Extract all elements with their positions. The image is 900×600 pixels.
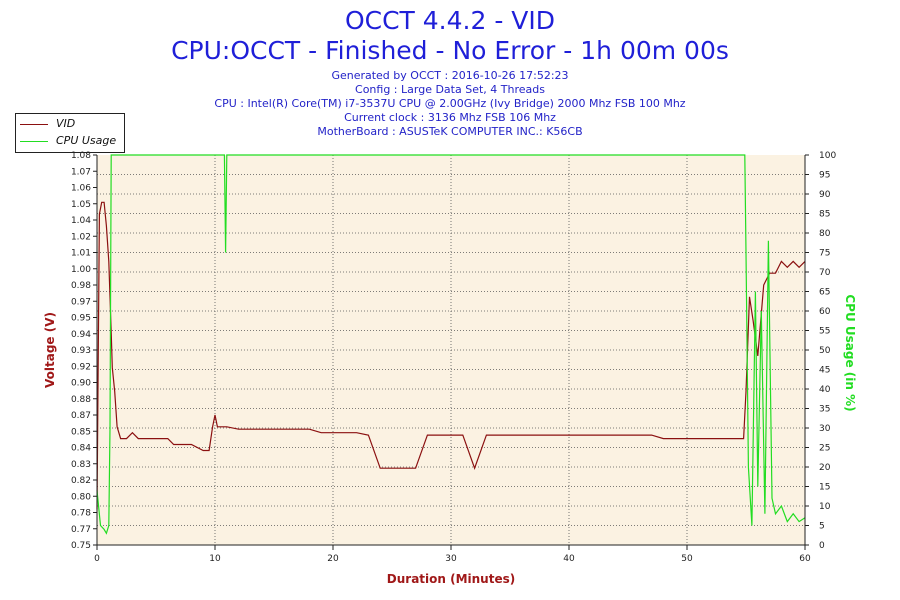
- info-line-cpu: CPU : Intel(R) Core(TM) i7-3537U CPU @ 2…: [214, 97, 686, 110]
- x-tick-label: 40: [563, 554, 575, 564]
- y-left-tick-label: 0.97: [71, 297, 91, 307]
- y-left-tick-label: 0.94: [71, 330, 91, 340]
- legend-item-vid: VID: [18, 116, 122, 132]
- y-left-tick-label: 0.83: [71, 460, 91, 470]
- y-right-tick-label: 10: [819, 502, 831, 512]
- y-right-tick-label: 45: [819, 366, 830, 376]
- y-right-tick-label: 85: [819, 210, 830, 220]
- y-left-tick-label: 1.08: [71, 151, 91, 161]
- y-left-tick-label: 0.85: [71, 427, 91, 437]
- y-left-tick-label: 0.82: [71, 476, 91, 486]
- y-right-tick-label: 95: [819, 171, 830, 181]
- chart-title: OCCT 4.4.2 - VID: [344, 6, 556, 35]
- x-tick-label: 60: [799, 554, 811, 564]
- y-left-tick-label: 0.92: [71, 362, 91, 372]
- y-right-tick-label: 80: [819, 229, 831, 239]
- x-tick-label: 20: [327, 554, 339, 564]
- y-right-tick-label: 70: [819, 268, 831, 278]
- y-right-tick-label: 90: [819, 190, 831, 200]
- x-tick-label: 10: [209, 554, 221, 564]
- info-line-clock: Current clock : 3136 Mhz FSB 106 Mhz: [344, 111, 556, 124]
- y-left-tick-label: 0.90: [71, 379, 91, 389]
- y-left-tick-label: 1.06: [71, 184, 91, 194]
- y-right-tick-label: 25: [819, 444, 830, 454]
- legend-swatch-vid: [20, 124, 48, 125]
- y-left-tick-label: 0.88: [71, 395, 91, 405]
- y-right-tick-label: 20: [819, 463, 831, 473]
- chart-subtitle: CPU:OCCT - Finished - No Error - 1h 00m …: [171, 36, 729, 65]
- info-line-config: Config : Large Data Set, 4 Threads: [355, 83, 545, 96]
- y-right-tick-label: 15: [819, 483, 830, 493]
- y-left-tick-label: 1.00: [71, 265, 91, 275]
- y-right-tick-label: 5: [819, 522, 825, 532]
- y-right-tick-label: 75: [819, 249, 830, 259]
- info-line-motherboard: MotherBoard : ASUSTeK COMPUTER INC.: K56…: [317, 125, 583, 138]
- y-axis-right-label: CPU Usage (in %): [843, 294, 857, 411]
- y-right-tick-label: 0: [819, 541, 825, 551]
- x-axis-label: Duration (Minutes): [387, 572, 515, 586]
- y-right-tick-label: 100: [819, 151, 836, 161]
- y-left-tick-label: 0.93: [71, 346, 91, 356]
- y-left-tick-label: 0.78: [71, 509, 91, 519]
- y-right-tick-label: 35: [819, 405, 830, 415]
- y-right-tick-label: 40: [819, 385, 831, 395]
- legend-swatch-cpu-usage: [20, 141, 48, 142]
- series-line-vid: [96, 201, 806, 510]
- y-left-tick-label: 0.84: [71, 444, 91, 454]
- y-right-tick-label: 30: [819, 424, 831, 434]
- y-left-tick-label: 0.98: [71, 281, 91, 291]
- legend-label-vid: VID: [56, 117, 76, 130]
- y-left-tick-label: 0.87: [71, 411, 91, 421]
- x-tick-label: 50: [681, 554, 693, 564]
- y-left-tick-label: 0.75: [71, 541, 91, 551]
- y-right-tick-label: 65: [819, 288, 830, 298]
- legend-item-cpu-usage: CPU Usage: [18, 133, 122, 149]
- y-left-tick-label: 1.02: [71, 232, 91, 242]
- y-left-tick-label: 1.05: [71, 200, 91, 210]
- y-left-tick-label: 1.04: [71, 216, 91, 226]
- x-tick-label: 0: [94, 554, 100, 564]
- legend-label-cpu-usage: CPU Usage: [56, 134, 117, 147]
- y-left-tick-label: 0.77: [71, 525, 91, 535]
- y-right-tick-label: 60: [819, 307, 831, 317]
- y-right-tick-label: 55: [819, 327, 830, 337]
- y-left-tick-label: 0.95: [71, 314, 91, 324]
- y-left-tick-label: 1.01: [71, 249, 91, 259]
- y-axis-left-label: Voltage (V): [43, 312, 57, 388]
- y-right-tick-label: 50: [819, 346, 831, 356]
- series-line-cpu-usage: [96, 154, 806, 535]
- info-line-generated: Generated by OCCT : 2016-10-26 17:52:23: [331, 69, 569, 82]
- x-tick-label: 30: [445, 554, 457, 564]
- chart-legend: VID CPU Usage: [15, 113, 125, 153]
- y-left-tick-label: 1.07: [71, 167, 91, 177]
- y-left-tick-label: 0.80: [71, 492, 91, 502]
